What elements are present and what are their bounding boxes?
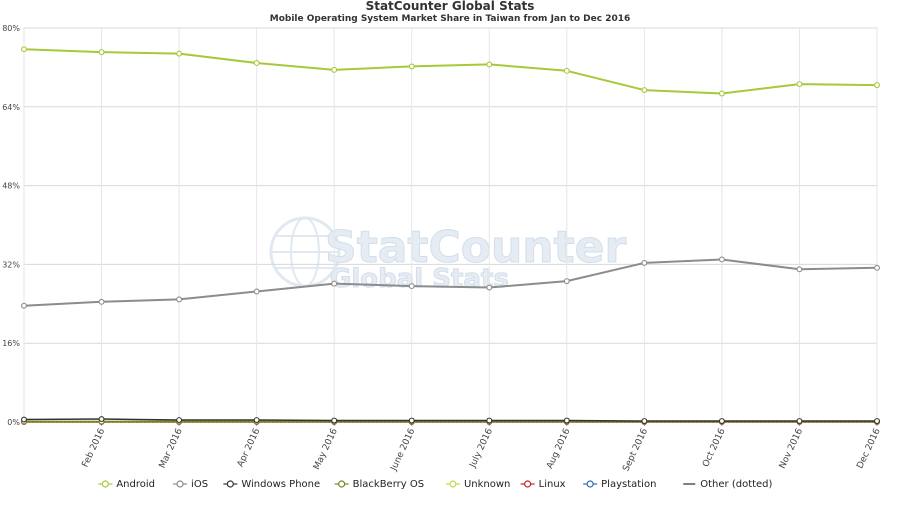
chart-title: StatCounter Global Stats xyxy=(366,0,535,13)
statcounter-watermark: StatCounter Global Stats xyxy=(269,216,627,295)
x-tick-label: Sept 2016 xyxy=(621,427,650,473)
series-line-ios xyxy=(23,258,878,307)
watermark-line2: Global Stats xyxy=(330,264,509,294)
data-point-ios xyxy=(563,278,570,285)
data-point-windows-phone xyxy=(98,416,105,422)
data-point-ios xyxy=(874,264,880,271)
legend-swatch xyxy=(524,480,532,488)
data-point-windows-phone xyxy=(21,416,27,423)
y-tick-label: 0% xyxy=(7,418,20,427)
legend-item-other-dotted: Other (dotted) xyxy=(683,479,773,490)
legend-swatch xyxy=(449,480,457,488)
legend-item-ios: iOS xyxy=(173,479,208,490)
legend-label: Linux xyxy=(539,479,566,490)
data-point-android xyxy=(641,87,648,94)
y-axis: 0% 16% 32% 48% 64% 80% xyxy=(2,24,20,427)
data-point-ios xyxy=(253,288,260,295)
data-point-android xyxy=(874,82,880,89)
y-tick-label: 48% xyxy=(2,182,20,191)
data-point-android xyxy=(21,46,27,53)
series-line-windows-phone xyxy=(23,418,877,422)
legend-label: Playstation xyxy=(601,479,656,490)
data-point-android xyxy=(176,50,183,57)
data-point-android xyxy=(486,61,493,68)
legend-item-android: Android xyxy=(98,479,155,490)
legend-item-playstation: Playstation xyxy=(583,479,656,490)
legend: Android iOS Windows Phone BlackBerry OS Unkn… xyxy=(98,479,773,490)
y-tick-label: 32% xyxy=(2,260,20,269)
data-point-windows-phone xyxy=(718,418,725,424)
legend-item-blackberry-os: BlackBerry OS xyxy=(334,479,424,490)
x-tick-label: Feb 2016 xyxy=(81,427,108,469)
chart-subtitle: Mobile Operating System Market Share in … xyxy=(270,14,631,24)
y-tick-label: 80% xyxy=(2,24,20,33)
data-point-windows-phone xyxy=(253,417,260,423)
legend-label: BlackBerry OS xyxy=(353,479,424,490)
x-axis: Feb 2016 Mar 2016 Apr 2016 May 2016 June 201… xyxy=(81,422,883,473)
x-tick-label: Dec 2016 xyxy=(855,427,882,471)
legend-swatch xyxy=(338,480,346,488)
legend-label: Windows Phone xyxy=(241,479,320,490)
data-point-ios xyxy=(408,283,415,290)
legend-label: Android xyxy=(116,479,155,490)
x-tick-label: May 2016 xyxy=(312,427,340,472)
data-point-ios xyxy=(486,284,493,291)
series-windows-phone xyxy=(21,416,880,424)
data-point-android xyxy=(718,90,725,97)
legend-swatch xyxy=(586,480,594,488)
x-tick-label: July 2016 xyxy=(468,427,495,470)
data-point-android xyxy=(408,63,415,70)
series-android xyxy=(21,46,880,97)
x-tick-label: Oct 2016 xyxy=(701,427,728,469)
x-tick-label: Apr 2016 xyxy=(236,427,263,469)
data-point-ios xyxy=(641,259,648,266)
data-point-android xyxy=(563,67,570,74)
x-tick-label: Aug 2016 xyxy=(545,427,572,471)
data-point-android xyxy=(796,81,803,88)
series-group xyxy=(21,46,880,425)
data-point-windows-phone xyxy=(641,418,648,424)
y-tick-label: 16% xyxy=(2,339,20,348)
data-point-ios xyxy=(176,296,183,303)
data-point-ios xyxy=(796,266,803,273)
legend-swatch xyxy=(226,480,234,488)
data-point-windows-phone xyxy=(331,417,338,424)
x-tick-label: Nov 2016 xyxy=(778,427,805,471)
legend-label: Unknown xyxy=(464,479,510,490)
data-point-ios xyxy=(98,298,105,305)
data-point-android xyxy=(98,49,105,56)
legend-item-linux: Linux xyxy=(520,479,566,490)
data-point-android xyxy=(331,66,338,73)
legend-swatch xyxy=(101,480,109,488)
legend-label: Other (dotted) xyxy=(700,479,772,490)
data-point-windows-phone xyxy=(176,417,183,423)
legend-swatch xyxy=(176,480,184,488)
legend-label: iOS xyxy=(191,479,208,490)
data-point-windows-phone xyxy=(796,418,803,424)
data-point-windows-phone xyxy=(563,417,570,424)
data-point-ios xyxy=(331,280,338,287)
data-point-android xyxy=(253,60,260,66)
data-point-ios xyxy=(718,256,725,263)
x-tick-label: Mar 2016 xyxy=(158,427,185,470)
data-point-windows-phone xyxy=(486,417,493,424)
data-point-windows-phone xyxy=(874,418,880,424)
data-point-ios xyxy=(21,302,27,309)
legend-item-windows-phone: Windows Phone xyxy=(223,479,320,490)
legend-item-unknown: Unknown xyxy=(445,479,510,490)
series-line-android xyxy=(23,48,878,95)
x-tick-label: June 2016 xyxy=(389,427,418,473)
series-ios xyxy=(21,256,880,309)
data-point-windows-phone xyxy=(408,417,415,424)
y-tick-label: 64% xyxy=(2,103,20,112)
